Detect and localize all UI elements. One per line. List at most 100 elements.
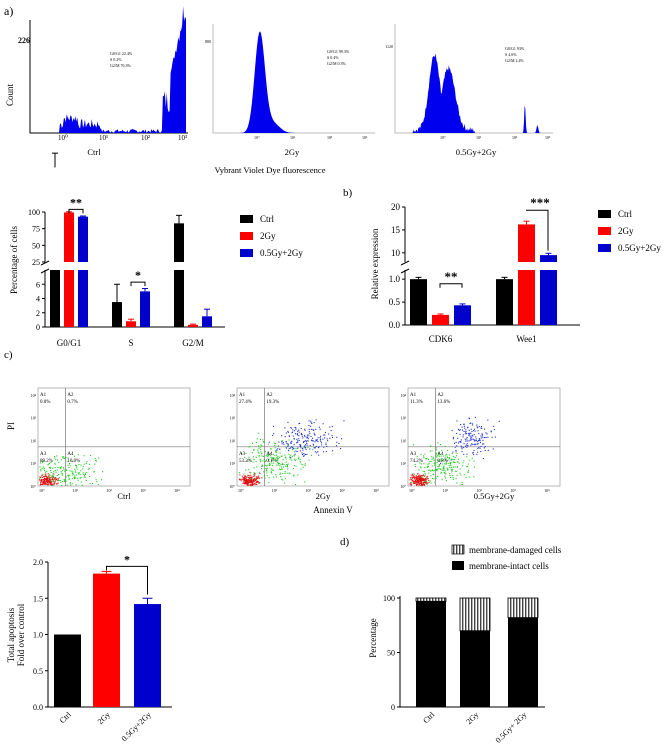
scatter-dot [457,437,459,439]
scatter-dot [322,438,324,440]
scatter-dot [315,445,317,447]
scatter-dot [57,467,59,469]
scatter-dot [49,477,51,479]
histogram-fill [32,6,186,133]
scatter-dot [420,475,422,477]
scatter-dot [479,447,481,449]
scatter-dot [457,458,459,460]
bar-membrane-damaged [507,597,539,619]
y-decade-label: 10¹ [401,461,407,466]
scatter-dot [308,428,310,430]
scatter-dot [462,462,464,464]
scatter-dot [422,475,424,477]
scatter-dot [314,451,316,453]
scatter-dot [448,462,450,464]
scatter-dot [466,453,468,455]
scatter-dot [450,463,452,465]
scatter-dot [264,460,266,462]
scatter-dot [253,480,255,482]
scatter-dot [287,463,289,465]
scatter-dot [64,470,66,472]
scatter-dot [343,420,345,422]
scatter-dot [469,435,471,437]
significance-bracket [130,281,146,287]
legend-label: 0.5Gy+2Gy [618,243,661,253]
scatter-dot [252,456,254,458]
scatter-dot [296,433,298,435]
scatter-dot [299,444,301,446]
scatter-dot [54,478,56,480]
scatter-dot [425,477,427,479]
scatter-dot [464,438,466,440]
bar-upper-0-5gy-2gy [540,255,557,262]
scatter-dot [438,460,440,462]
scatter-dot [320,440,322,442]
scatter-dot [41,474,43,476]
scatter-dot [269,464,271,466]
scatter-dot [43,473,45,475]
scatter-dot [300,447,302,449]
scatter-dot [51,479,53,481]
scatter-dot [300,432,302,434]
scatter-dot [282,442,284,444]
scatter-dot [483,443,485,445]
scatter-dot [456,466,458,468]
scatter-dot [281,468,283,470]
scatter-dot [449,461,451,463]
scatter-dot [428,469,430,471]
scatter-dot [304,440,306,442]
scatter-dot [280,476,282,478]
scatter-dot [419,477,421,479]
legend-label: membrane-damaged cells [469,545,562,555]
scatter-dot [295,484,297,486]
scatter-dot [238,472,240,474]
scatter-dot [42,460,44,462]
scatter-dot [315,439,317,441]
quadrant-value: 19.3% [266,400,279,405]
scatter-dot [259,482,261,484]
legend-label: 2Gy [618,226,634,236]
scatter-dot [272,460,274,462]
scatter-dot [429,480,431,482]
scatter-dot [454,461,456,463]
scatter-dot [456,445,458,447]
scatter-dot [54,483,56,485]
quadrant-value: 0.0% [40,400,50,405]
scatter-dot [462,465,464,467]
scatter-dot [485,436,487,438]
scatter-dot [434,459,436,461]
scatter-dot [288,454,290,456]
scatter-dot [468,432,470,434]
scatter-dot [466,437,468,439]
scatter-dot [288,435,290,437]
scatter-dot [256,481,258,483]
x-decade-label: 10² [107,488,113,493]
scatter-dot [40,470,42,472]
scatter-dot [429,461,431,463]
scatter-dot [312,437,314,439]
scatter-dot [77,454,79,456]
scatter-dot [316,452,318,454]
scatter-dot [452,451,454,453]
scatter-dot [101,479,103,481]
scatter-dot [409,483,411,485]
scatter-dot [245,483,247,485]
scatter-dot [49,481,51,483]
bar-ctrl [54,634,81,707]
scatter-dot [61,480,63,482]
scatter-dot [473,454,475,456]
scatter-dot [297,434,299,436]
scatter-dot [62,474,64,476]
scatter-dot [309,445,311,447]
tick-label: 10⁰ [254,135,260,140]
scatter-dot [478,433,480,435]
scatter-dot [261,464,263,466]
scatter-dot [444,456,446,458]
scatter-dot [75,477,77,479]
scatter-dot [58,480,60,482]
scatter-dot [313,422,315,424]
scatter-dot [290,457,292,459]
scatter-dot [279,457,281,459]
scatter-dot [246,476,248,478]
scatter-dot [273,425,275,427]
